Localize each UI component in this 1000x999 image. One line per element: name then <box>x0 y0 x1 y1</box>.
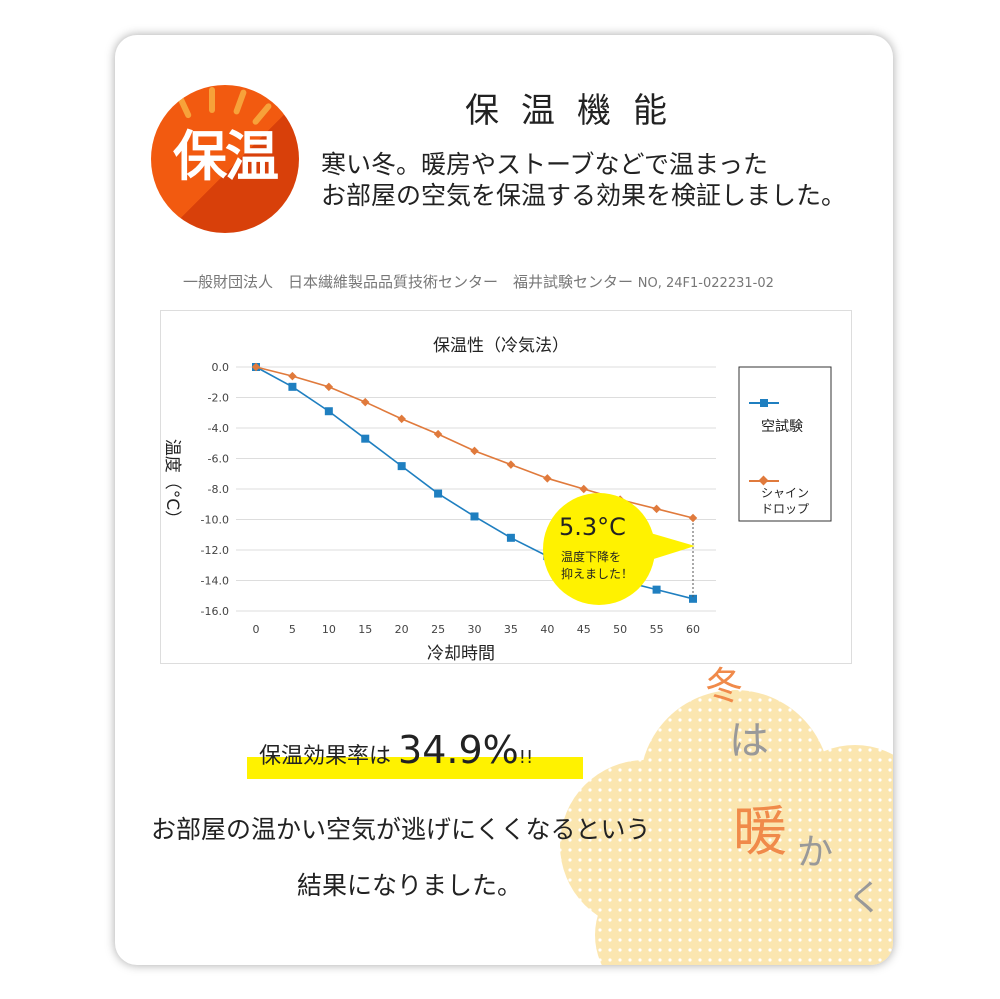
y-tick-label: -2.0 <box>208 392 229 405</box>
x-tick-label: 0 <box>253 623 260 636</box>
y-tick-label: 0.0 <box>212 361 230 374</box>
y-tick-label: -6.0 <box>208 453 229 466</box>
x-tick-label: 35 <box>504 623 518 636</box>
lead-line-2: お部屋の空気を保温する効果を検証しました。 <box>321 181 847 210</box>
sun-ray-icon <box>251 102 273 126</box>
data-point-square <box>652 585 661 594</box>
data-point-diamond <box>324 382 334 392</box>
callout-bubble <box>543 493 655 605</box>
deco-word: は <box>729 718 769 764</box>
test-source: 一般財団法人 日本繊維製品品質技術センター 福井試験センター NO, 24F1-… <box>183 273 774 292</box>
data-point-diamond <box>433 429 443 439</box>
callout-line-1: 温度下降を <box>561 549 621 564</box>
deco-word: 冬 <box>705 664 744 708</box>
y-tick-label: -16.0 <box>201 605 229 618</box>
rate-value: 34.9% <box>398 728 519 772</box>
legend-marker-square-icon <box>760 399 768 407</box>
x-tick-label: 45 <box>577 623 591 636</box>
y-axis-label: 温度（°C） <box>162 439 182 527</box>
y-tick-label: -4.0 <box>208 422 229 435</box>
rate-label: 保温効果率は <box>259 744 392 769</box>
conclusion-line-2: 結果になりました。 <box>297 871 523 900</box>
infographic-card: 保温 保温機能 寒い冬。暖房やストーブなどで温まった お部屋の空気を保温する効果… <box>115 35 893 965</box>
x-axis-label: 冷却時間 <box>427 644 495 663</box>
legend-label-blank: 空試験 <box>761 419 803 435</box>
y-tick-label: -8.0 <box>208 483 229 496</box>
x-tick-label: 40 <box>540 623 554 636</box>
callout-line-2: 抑えました！ <box>561 566 633 581</box>
x-tick-label: 10 <box>322 623 336 636</box>
deco-word: 暖 <box>733 800 787 863</box>
chart-title: 保温性（冷気法） <box>433 336 569 356</box>
y-tick-label: -10.0 <box>201 514 229 527</box>
deco-word: く <box>847 878 884 919</box>
data-point-diamond <box>506 460 516 469</box>
data-point-square <box>288 382 297 391</box>
data-point-square <box>470 512 479 521</box>
data-point-diamond <box>579 484 588 494</box>
warmth-badge: 保温 <box>151 85 299 233</box>
legend-marker-diamond-icon <box>758 475 769 486</box>
data-point-square <box>397 462 406 471</box>
lead-line-1: 寒い冬。暖房やストーブなどで温まった <box>321 150 769 179</box>
legend-box <box>738 366 832 522</box>
y-tick-label: -14.0 <box>201 575 229 588</box>
data-point-diamond <box>652 504 661 514</box>
lead-text: 寒い冬。暖房やストーブなどで温まった お部屋の空気を保温する効果を検証しました。 <box>321 149 846 211</box>
result-highlight <box>247 757 583 779</box>
legend-label-product-2: ドロップ <box>761 502 809 516</box>
cloud-decoration <box>560 690 893 965</box>
data-point-square <box>324 407 333 416</box>
page-title: 保温機能 <box>465 91 689 131</box>
legend-label-product-1: シャイン <box>761 486 809 500</box>
data-point-diamond <box>470 446 479 456</box>
series-line <box>255 366 694 519</box>
data-point-square <box>361 434 370 443</box>
data-point-diamond <box>688 513 698 523</box>
x-tick-label: 15 <box>358 623 372 636</box>
x-tick-label: 5 <box>289 623 296 636</box>
x-tick-label: 55 <box>650 623 664 636</box>
rate-suffix: !! <box>518 747 534 768</box>
data-point-diamond <box>397 414 406 424</box>
report-number: NO, 24F1-022231-02 <box>637 276 774 291</box>
chart-container: 保温性（冷気法） 冷却時間 温度（°C） 0.0 -2.0 -4.0 -6.0 -8.0… <box>160 310 852 664</box>
y-tick-label: -12.0 <box>201 544 229 557</box>
data-point-square <box>506 533 515 542</box>
sun-ray-icon <box>209 87 215 113</box>
x-tick-label: 60 <box>686 623 700 636</box>
x-tick-label: 20 <box>395 623 409 636</box>
conclusion-line-1: お部屋の温かい空気が逃げにくくなるという <box>151 815 651 844</box>
data-point-diamond <box>543 474 552 483</box>
line-chart: 保温性（冷気法） 冷却時間 温度（°C） 0.0 -2.0 -4.0 -6.0 -8.0… <box>162 336 832 664</box>
data-point-square <box>434 489 443 498</box>
retention-rate: 保温効果率は 34.9%!! <box>259 728 533 774</box>
x-tick-label: 50 <box>613 623 627 636</box>
badge-text: 保温 <box>173 125 279 188</box>
x-tick-label: 30 <box>468 623 482 636</box>
data-point-diamond <box>361 397 370 407</box>
data-point-square <box>689 594 697 603</box>
callout-value: 5.3°C <box>559 513 626 541</box>
sun-ray-icon <box>175 92 193 120</box>
source-org: 一般財団法人 日本繊維製品品質技術センター 福井試験センター <box>183 273 634 291</box>
data-point-diamond <box>251 362 261 372</box>
data-point-diamond <box>288 371 297 381</box>
x-tick-label: 25 <box>431 623 445 636</box>
deco-word: か <box>797 832 834 873</box>
sun-ray-icon <box>232 88 248 116</box>
